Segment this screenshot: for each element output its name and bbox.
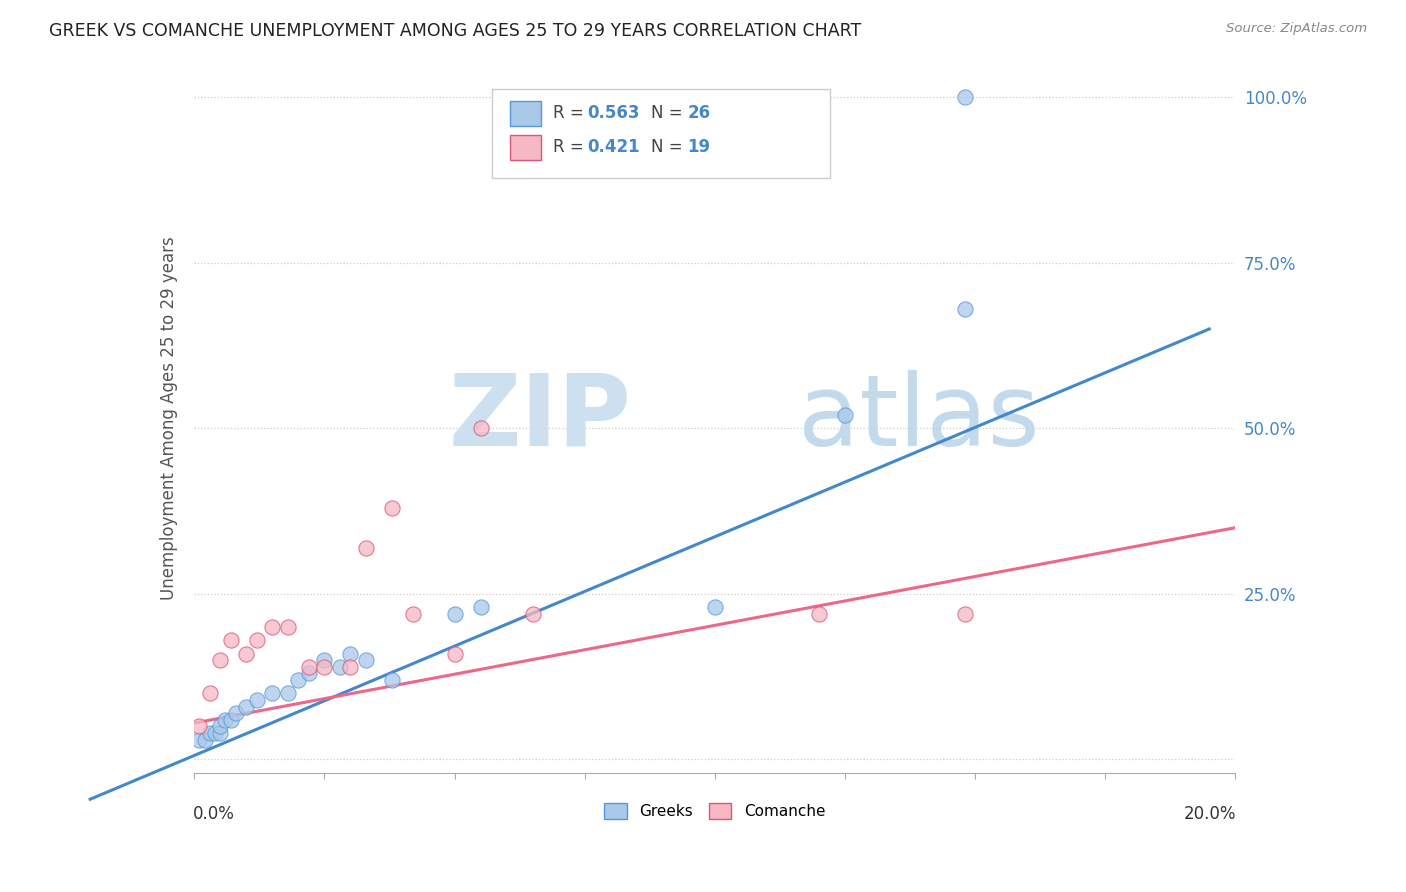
Point <box>339 647 361 661</box>
Point <box>262 686 284 700</box>
Point <box>198 686 221 700</box>
Point <box>314 659 336 673</box>
Point <box>807 607 830 621</box>
Text: 0.0%: 0.0% <box>193 805 235 822</box>
Text: N =: N = <box>651 138 688 156</box>
Point <box>209 653 232 667</box>
Point <box>402 607 425 621</box>
Point <box>235 699 257 714</box>
Point <box>298 666 321 681</box>
Point <box>470 421 492 435</box>
Text: 0.563: 0.563 <box>588 104 640 122</box>
Point <box>246 693 269 707</box>
Text: N =: N = <box>651 104 688 122</box>
Point <box>953 607 976 621</box>
Point <box>703 600 725 615</box>
Text: 26: 26 <box>688 104 710 122</box>
Point <box>188 719 211 733</box>
Text: GREEK VS COMANCHE UNEMPLOYMENT AMONG AGES 25 TO 29 YEARS CORRELATION CHART: GREEK VS COMANCHE UNEMPLOYMENT AMONG AGE… <box>49 22 862 40</box>
Text: Source: ZipAtlas.com: Source: ZipAtlas.com <box>1226 22 1367 36</box>
Text: R =: R = <box>553 138 589 156</box>
Point <box>225 706 247 720</box>
Point <box>246 633 269 648</box>
Point <box>953 302 976 317</box>
Point <box>834 408 856 422</box>
Point <box>329 659 352 673</box>
Point <box>204 726 226 740</box>
Point <box>209 726 232 740</box>
Point <box>198 726 221 740</box>
Point <box>314 653 336 667</box>
Point <box>443 647 465 661</box>
Text: 0.421: 0.421 <box>588 138 640 156</box>
Point <box>522 607 544 621</box>
Text: ZIP: ZIP <box>449 370 631 467</box>
Point <box>381 500 404 515</box>
Text: 20.0%: 20.0% <box>1184 805 1236 822</box>
Y-axis label: Unemployment Among Ages 25 to 29 years: Unemployment Among Ages 25 to 29 years <box>160 236 179 600</box>
Point <box>219 713 242 727</box>
Point <box>194 732 217 747</box>
Text: 19: 19 <box>688 138 710 156</box>
Point <box>209 719 232 733</box>
Legend: Greeks, Comanche: Greeks, Comanche <box>599 797 831 825</box>
Point <box>262 620 284 634</box>
Point <box>339 659 361 673</box>
Point <box>214 713 236 727</box>
Point <box>298 659 321 673</box>
Text: atlas: atlas <box>799 370 1039 467</box>
Point <box>188 732 211 747</box>
Point <box>470 600 492 615</box>
Point <box>443 607 465 621</box>
Point <box>354 541 377 555</box>
Point <box>354 653 377 667</box>
Point <box>381 673 404 687</box>
Text: R =: R = <box>553 104 589 122</box>
Point <box>277 620 299 634</box>
Point <box>277 686 299 700</box>
Point <box>219 633 242 648</box>
Point <box>953 90 976 104</box>
Point <box>287 673 309 687</box>
Point <box>235 647 257 661</box>
